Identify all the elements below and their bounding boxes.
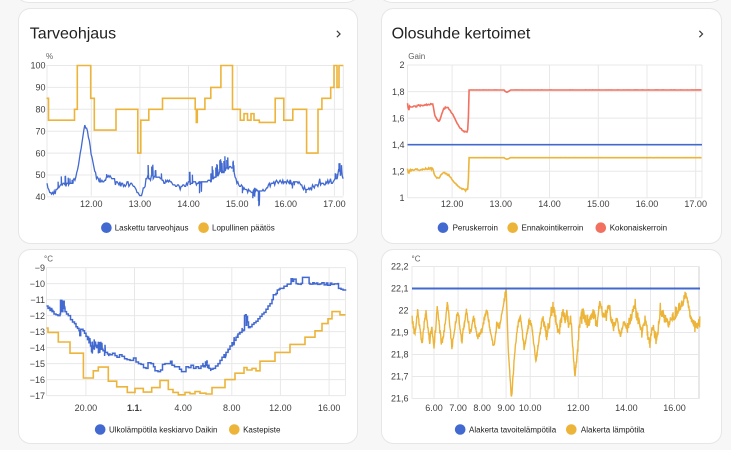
svg-text:70: 70: [35, 126, 45, 136]
svg-text:100: 100: [30, 61, 45, 71]
svg-text:°C: °C: [412, 254, 421, 263]
svg-text:1,8: 1,8: [392, 87, 405, 97]
svg-text:−14: −14: [30, 343, 45, 353]
svg-text:Ulkolämpötila keskiarvo Daikin: Ulkolämpötila keskiarvo Daikin: [109, 425, 217, 434]
svg-text:21,6: 21,6: [391, 394, 409, 404]
svg-text:17.00: 17.00: [684, 199, 707, 209]
svg-text:21,8: 21,8: [391, 350, 409, 360]
svg-text:15.00: 15.00: [226, 199, 249, 209]
svg-text:−16: −16: [30, 375, 45, 385]
svg-text:Gain: Gain: [408, 52, 425, 61]
svg-text:1.1.: 1.1.: [127, 403, 142, 413]
svg-text:10.00: 10.00: [519, 403, 542, 413]
svg-text:22,1: 22,1: [391, 284, 409, 294]
svg-text:16.00: 16.00: [318, 403, 341, 413]
svg-text:13.00: 13.00: [129, 199, 152, 209]
svg-text:Laskettu tarveohjaus: Laskettu tarveohjaus: [115, 224, 189, 233]
svg-text:40: 40: [35, 192, 45, 202]
svg-text:21,7: 21,7: [391, 372, 409, 382]
svg-text:7.00: 7.00: [449, 403, 467, 413]
svg-text:8.00: 8.00: [223, 403, 241, 413]
svg-text:−17: −17: [30, 391, 45, 401]
svg-text:12.00: 12.00: [441, 199, 464, 209]
svg-text:1: 1: [399, 193, 404, 203]
svg-text:4.00: 4.00: [174, 403, 192, 413]
svg-text:13.00: 13.00: [490, 199, 513, 209]
svg-text:12.00: 12.00: [567, 403, 590, 413]
svg-text:17.00: 17.00: [323, 199, 346, 209]
svg-text:°C: °C: [44, 254, 53, 263]
svg-text:Olosuhde kertoimet: Olosuhde kertoimet: [392, 26, 531, 43]
svg-text:6.00: 6.00: [425, 403, 443, 413]
svg-text:Peruskerroin: Peruskerroin: [453, 224, 498, 233]
svg-text:Alakerta lämpötila: Alakerta lämpötila: [581, 425, 645, 434]
svg-text:16.00: 16.00: [275, 199, 298, 209]
svg-text:14.00: 14.00: [538, 199, 561, 209]
svg-text:1,4: 1,4: [392, 140, 405, 150]
svg-text:14.00: 14.00: [615, 403, 638, 413]
svg-text:−12: −12: [30, 311, 45, 321]
svg-text:Ennakointikerroin: Ennakointikerroin: [522, 224, 584, 233]
svg-text:−10: −10: [30, 279, 45, 289]
svg-text:12.00: 12.00: [80, 199, 103, 209]
svg-text:1,2: 1,2: [392, 166, 405, 176]
svg-text:22: 22: [398, 306, 408, 316]
svg-text:50: 50: [35, 170, 45, 180]
svg-text:Kastepiste: Kastepiste: [243, 425, 281, 434]
svg-text:14.00: 14.00: [177, 199, 200, 209]
svg-text:22,2: 22,2: [391, 262, 409, 272]
svg-text:16.00: 16.00: [663, 403, 686, 413]
svg-text:Alakerta tavoitelämpötila: Alakerta tavoitelämpötila: [469, 425, 557, 434]
svg-text:16.00: 16.00: [636, 199, 659, 209]
svg-text:15.00: 15.00: [587, 199, 610, 209]
svg-text:Kokonaiskerroin: Kokonaiskerroin: [610, 224, 667, 233]
svg-text:12.00: 12.00: [269, 403, 292, 413]
svg-text:−11: −11: [30, 295, 45, 305]
svg-text:Tarveohjaus: Tarveohjaus: [30, 26, 116, 43]
svg-text:9.00: 9.00: [497, 403, 515, 413]
svg-text:8.00: 8.00: [473, 403, 491, 413]
svg-text:2: 2: [399, 60, 404, 70]
svg-text:60: 60: [35, 148, 45, 158]
svg-text:−15: −15: [30, 359, 45, 369]
svg-text:80: 80: [35, 105, 45, 115]
svg-text:20.00: 20.00: [75, 403, 98, 413]
svg-text:−9: −9: [35, 263, 45, 273]
svg-text:21,9: 21,9: [391, 328, 409, 338]
svg-text:1,6: 1,6: [392, 113, 405, 123]
svg-text:−13: −13: [30, 327, 45, 337]
svg-text:Lopullinen päätös: Lopullinen päätös: [212, 224, 275, 233]
svg-text:%: %: [46, 52, 53, 61]
svg-text:90: 90: [35, 83, 45, 93]
